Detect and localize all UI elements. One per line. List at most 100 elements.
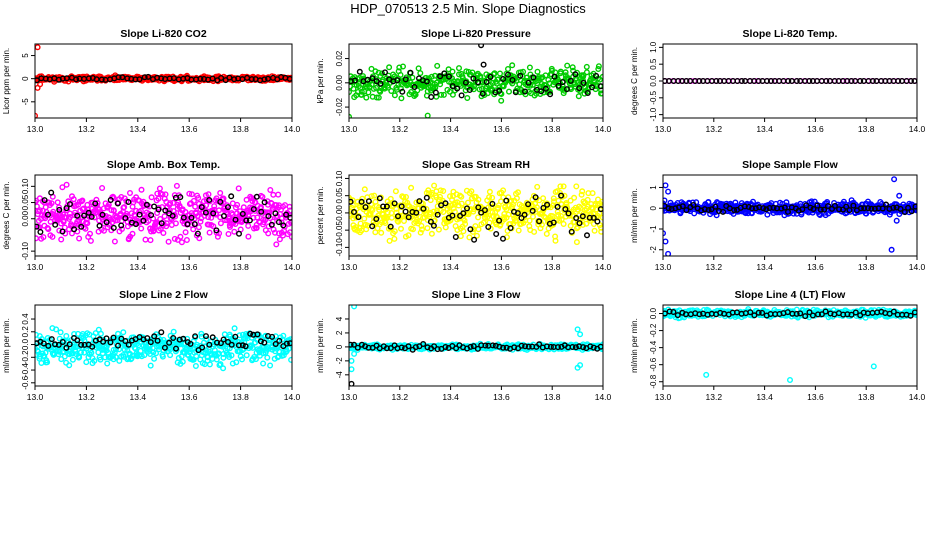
- selected-data-point: [349, 198, 354, 205]
- plot-frame: [348, 174, 604, 257]
- data-point: [578, 191, 585, 198]
- selected-data-point: [594, 218, 601, 225]
- y-axis-label: ml/min per min.: [2, 318, 11, 373]
- x-tick-label: 13.4: [442, 262, 459, 272]
- data-point: [267, 362, 274, 369]
- selected-data-point: [213, 227, 220, 234]
- y-tick-label: 0.0: [649, 307, 658, 319]
- selected-data-point: [785, 208, 792, 215]
- y-axis-label: kPa per min.: [316, 59, 325, 104]
- selected-data-point: [202, 209, 209, 216]
- selected-data-point: [98, 76, 105, 83]
- selected-data-point: [522, 343, 529, 350]
- selected-data-point: [597, 206, 603, 213]
- data-point: [550, 195, 557, 202]
- selected-data-point: [825, 202, 832, 209]
- selected-data-point: [405, 343, 412, 350]
- data-point: [513, 195, 520, 202]
- selected-data-point: [479, 90, 486, 97]
- selected-data-point: [512, 89, 519, 96]
- data-point: [663, 197, 668, 204]
- selected-data-point: [780, 77, 787, 84]
- data-point: [153, 219, 160, 226]
- data-point: [264, 354, 271, 361]
- selected-data-point: [587, 343, 594, 350]
- selected-data-point: [741, 203, 748, 210]
- x-tick-label: 13.2: [78, 262, 95, 272]
- selected-data-point: [258, 208, 265, 215]
- selected-data-point: [850, 202, 857, 209]
- selected-data-point: [799, 206, 806, 213]
- data-point: [258, 204, 265, 211]
- selected-data-point: [793, 77, 800, 84]
- data-point: [265, 230, 272, 237]
- data-point: [97, 330, 104, 337]
- x-tick-label: 14.0: [595, 262, 612, 272]
- data-point: [385, 84, 392, 91]
- x-tick-label: 13.6: [181, 124, 198, 134]
- data-point: [155, 195, 162, 202]
- selected-data-point: [852, 77, 859, 84]
- selected-data-point: [110, 334, 117, 341]
- x-tick-label: 14.0: [595, 124, 612, 134]
- data-point: [224, 345, 231, 352]
- data-point: [118, 225, 125, 232]
- selected-data-point: [489, 342, 496, 349]
- data-point: [237, 353, 244, 360]
- data-point: [270, 226, 277, 233]
- selected-data-point: [85, 209, 92, 216]
- selected-data-point: [354, 344, 361, 351]
- selected-data-point: [269, 333, 276, 340]
- selected-data-point: [868, 205, 875, 212]
- selected-data-point: [821, 206, 828, 213]
- data-point: [577, 362, 584, 369]
- data-point: [56, 227, 63, 234]
- data-point: [466, 234, 473, 241]
- selected-data-point: [202, 333, 209, 340]
- data-point: [105, 201, 112, 208]
- data-point: [40, 234, 47, 241]
- selected-data-point: [52, 341, 59, 348]
- y-tick-label: -0.5: [649, 90, 658, 104]
- selected-data-point: [92, 200, 99, 207]
- data-points: [349, 182, 603, 246]
- data-point: [562, 69, 569, 76]
- data-point: [891, 176, 898, 183]
- y-tick-label: 5: [21, 53, 30, 58]
- data-point: [210, 223, 217, 230]
- selected-data-point: [115, 74, 122, 81]
- data-point: [226, 223, 233, 230]
- x-tick-label: 14.0: [909, 392, 926, 402]
- data-point: [150, 349, 157, 356]
- selected-data-point: [749, 205, 756, 212]
- data-point: [192, 363, 199, 370]
- selected-data-point: [521, 211, 528, 218]
- data-point: [440, 187, 447, 194]
- selected-data-point: [579, 213, 586, 220]
- selected-data-point: [525, 201, 532, 208]
- x-tick-label: 13.8: [232, 392, 249, 402]
- selected-data-point: [96, 222, 103, 229]
- selected-data-point: [500, 75, 507, 82]
- selected-data-point: [224, 339, 231, 346]
- selected-data-point: [466, 86, 473, 93]
- data-point: [896, 192, 903, 199]
- selected-data-point: [398, 344, 405, 351]
- x-tick-label: 13.8: [858, 124, 875, 134]
- plot-frame: [348, 43, 604, 119]
- selected-data-point: [45, 342, 52, 349]
- data-point: [288, 356, 292, 363]
- selected-data-point: [831, 202, 838, 209]
- selected-data-point: [763, 206, 770, 213]
- selected-data-point: [793, 310, 800, 317]
- selected-data-point: [114, 200, 121, 207]
- x-tick-label: 13.8: [232, 262, 249, 272]
- data-point: [88, 349, 95, 356]
- selected-data-point: [423, 78, 430, 85]
- selected-data-point: [420, 205, 427, 212]
- data-point: [147, 237, 154, 244]
- data-point: [38, 360, 45, 367]
- selected-data-point: [180, 214, 187, 221]
- selected-data-point: [597, 343, 603, 350]
- data-point: [369, 206, 376, 213]
